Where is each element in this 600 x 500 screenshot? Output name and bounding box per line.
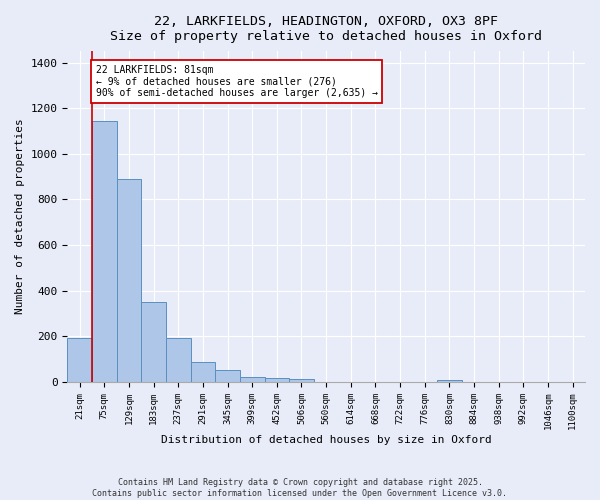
Text: 22 LARKFIELDS: 81sqm
← 9% of detached houses are smaller (276)
90% of semi-detac: 22 LARKFIELDS: 81sqm ← 9% of detached ho… [95,65,377,98]
Bar [215,370,240,382]
Title: 22, LARKFIELDS, HEADINGTON, OXFORD, OX3 8PF
Size of property relative to detache: 22, LARKFIELDS, HEADINGTON, OXFORD, OX3 … [110,15,542,43]
Bar [289,380,314,382]
Y-axis label: Number of detached properties: Number of detached properties [15,118,25,314]
Bar [191,362,215,382]
Bar [437,380,462,382]
Text: Contains HM Land Registry data © Crown copyright and database right 2025.
Contai: Contains HM Land Registry data © Crown c… [92,478,508,498]
Bar [92,120,116,382]
Bar [116,179,141,382]
Bar [265,378,289,382]
Bar [166,338,191,382]
Bar [240,377,265,382]
Bar [141,302,166,382]
Bar [67,338,92,382]
X-axis label: Distribution of detached houses by size in Oxford: Distribution of detached houses by size … [161,435,491,445]
